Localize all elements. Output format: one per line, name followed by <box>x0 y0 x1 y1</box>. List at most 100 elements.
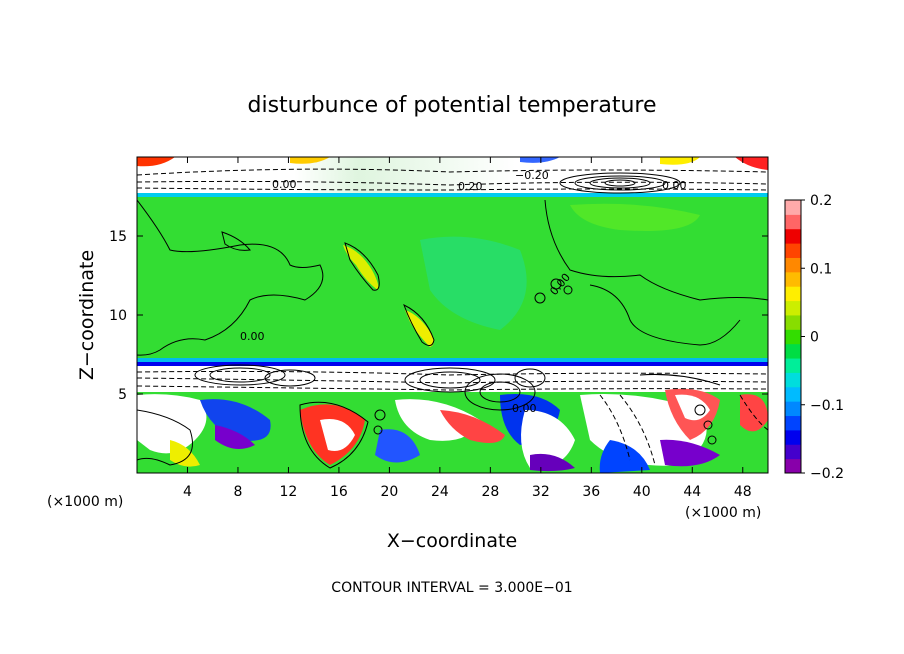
colorbar-tick-label: −0.2 <box>810 466 844 482</box>
solid-contour-lower-2 <box>299 401 369 469</box>
mid-blue-line <box>137 362 768 366</box>
lower-white-patch-6 <box>675 394 710 421</box>
contour-ring <box>209 367 271 383</box>
colorbar: 0.2 0.1 0 −0.1 −0.2 <box>784 193 844 482</box>
plot-area: 0.00 0.20 −0.20 0.00 0.00 0.00 0.00 <box>137 157 768 473</box>
x-tick-label: 48 <box>734 484 752 500</box>
chart-title: disturbunce of potential temperature <box>248 93 657 118</box>
contour-label: 0.00 <box>512 402 537 415</box>
contour-ring <box>589 177 651 189</box>
contour-ring <box>559 172 681 194</box>
yellow-streak-2 <box>405 310 434 347</box>
solid-contour-small <box>221 231 251 251</box>
lower-red-patch-2 <box>440 410 505 444</box>
top-band-edge <box>137 193 768 197</box>
colorbar-segment <box>785 401 801 417</box>
x-tick-label: 4 <box>183 484 192 500</box>
x-tick-label: 44 <box>683 484 701 500</box>
solid-contour-streak <box>344 242 380 291</box>
x-axis: 4 8 12 16 20 24 28 32 36 40 44 48 <box>183 157 752 500</box>
colorbar-segment <box>785 214 801 230</box>
x-tick-label: 24 <box>431 484 449 500</box>
colorbar-segment <box>785 372 801 388</box>
colorbar-segment <box>785 444 801 460</box>
x-tick-label: 8 <box>233 484 242 500</box>
lower-red-patch-4 <box>740 394 768 432</box>
solid-contour-upper <box>137 199 324 356</box>
lower-white-patch-1 <box>137 394 207 454</box>
cyan-patch <box>420 236 527 330</box>
contour-ring <box>514 368 546 388</box>
colorbar-segment <box>785 386 801 402</box>
contour-loop <box>374 409 386 421</box>
contour-ring <box>479 381 521 403</box>
lower-purple-patch-2 <box>530 453 575 472</box>
contour-loop <box>703 420 713 430</box>
lower-white-patch-4 <box>521 410 575 469</box>
solid-contour-lower <box>137 409 193 466</box>
colorbar-segment <box>785 429 801 445</box>
colorbar-segment <box>785 243 801 258</box>
contour-ring <box>194 364 286 386</box>
colorbar-tick-label: 0 <box>810 330 819 346</box>
lower-purple-patch-3 <box>660 439 720 467</box>
colorbar-tick-label: −0.1 <box>810 398 844 414</box>
y-axis-unit: (×1000 m) <box>47 494 123 510</box>
contour-ring <box>419 371 481 389</box>
colorbar-segment <box>785 458 801 474</box>
colorbar-segment <box>785 271 801 287</box>
x-tick-label: 12 <box>280 484 298 500</box>
dashed-contour <box>739 394 768 431</box>
dashed-contours <box>137 168 768 466</box>
solid-contour-lower-3 <box>639 373 721 386</box>
x-tick-label: 36 <box>582 484 600 500</box>
x-tick-label: 32 <box>532 484 550 500</box>
lower-yellow-patch <box>170 440 200 467</box>
dashed-contour <box>137 187 768 191</box>
colorbar-segment <box>785 300 801 316</box>
contour-label: −0.20 <box>515 169 549 182</box>
y-tick-label: 15 <box>109 229 127 245</box>
lower-blue-patch-1 <box>200 399 271 441</box>
contour-loop <box>563 285 573 295</box>
x-axis-label: X−coordinate <box>387 530 517 552</box>
contour-loop <box>707 435 717 445</box>
contour-label: 0.20 <box>458 180 483 193</box>
dashed-contour <box>137 377 768 384</box>
colorbar-segment <box>785 228 801 244</box>
dashed-contour <box>137 168 768 176</box>
x-tick-label: 40 <box>633 484 651 500</box>
lower-blue-patch-2 <box>375 429 420 463</box>
y-axis: 5 10 15 <box>109 229 768 403</box>
colorbar-segment <box>785 329 801 345</box>
y-tick-label: 10 <box>109 308 127 324</box>
top-blue-blob <box>520 157 560 163</box>
dashed-contour <box>137 385 768 391</box>
contour-ring <box>574 175 666 191</box>
top-red-blob <box>137 157 175 167</box>
contour-label: 0.00 <box>272 178 297 191</box>
top-yellow-blob <box>290 157 330 164</box>
contour-ring <box>464 373 536 411</box>
colorbar-segment <box>785 343 801 359</box>
dense-contour-clusters <box>194 172 681 411</box>
colorbar-tick-label: 0.2 <box>810 193 832 209</box>
contour-label: 0.00 <box>662 179 687 192</box>
mid-cyan-line <box>137 358 768 362</box>
dashed-contour <box>137 370 768 376</box>
contour-ring <box>604 179 636 187</box>
dashed-contour <box>137 180 768 186</box>
solid-contour-right <box>544 199 768 301</box>
contour-loop <box>694 404 706 416</box>
yellow-streak <box>343 245 379 290</box>
colorbar-segment <box>785 358 801 373</box>
lower-white-patch-2 <box>320 419 355 451</box>
x-tick-label: 28 <box>481 484 499 500</box>
colorbar-tick-label: 0.1 <box>810 261 832 277</box>
x-axis-unit: (×1000 m) <box>685 505 761 521</box>
colorbar-segment <box>785 257 801 273</box>
x-tick-label: 20 <box>380 484 398 500</box>
colorbar-segment <box>785 314 801 330</box>
contour-lines <box>137 199 768 469</box>
